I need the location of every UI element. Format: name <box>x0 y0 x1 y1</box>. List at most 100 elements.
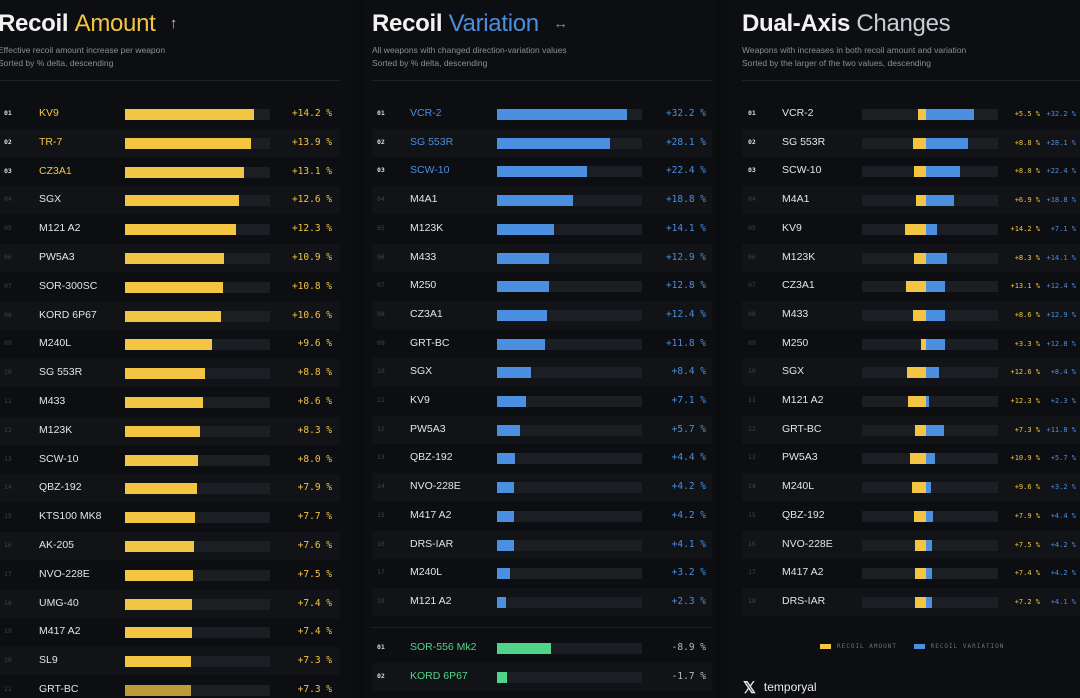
bar-variation <box>926 223 937 235</box>
bar-variation <box>926 195 955 207</box>
table-row: 03 CZ3A1 +13.1 % <box>0 158 340 186</box>
bar-variation <box>926 482 931 494</box>
bar-variation <box>926 539 933 551</box>
bar-track <box>497 539 642 551</box>
row-rank: 16 <box>748 539 756 548</box>
recoil-amount-panel: Recoil Amount ↑ Effective recoil amount … <box>0 0 352 698</box>
row-rank: 14 <box>377 482 385 491</box>
row-rank: 10 <box>377 367 385 376</box>
bar-track <box>862 195 998 207</box>
bar <box>125 195 240 207</box>
weapon-name: M4A1 <box>782 193 810 206</box>
table-row: 07 CZ3A1 +13.1 % +12.4 % <box>742 272 1080 300</box>
bar-variation <box>926 281 945 293</box>
bar-amount <box>915 596 926 608</box>
weapon-name: CZ3A1 <box>39 164 72 177</box>
bar-track <box>497 596 642 608</box>
table-row: 18 M121 A2 +2.3 % <box>372 587 712 616</box>
row-rank: 04 <box>748 195 756 204</box>
subtitle-line-1: All weapons with changed direction-varia… <box>372 45 567 55</box>
table-row: 02 SG 553R +8.8 % +28.1 % <box>742 128 1080 157</box>
row-rank: 17 <box>4 569 12 578</box>
weapon-name: KV9 <box>39 107 59 119</box>
bar <box>125 569 193 581</box>
value-label-amount: +9.6 % <box>1014 483 1040 492</box>
row-rank: 07 <box>4 281 12 290</box>
bar-track <box>497 223 642 235</box>
bar-track <box>497 109 642 120</box>
bar-track <box>862 281 998 293</box>
row-rank: 07 <box>748 281 756 290</box>
row-rank: 08 <box>748 309 756 318</box>
value-label-amount: +7.9 % <box>1014 511 1040 520</box>
weapon-name: SG 553R <box>410 135 454 148</box>
value-label: +13.1 % <box>291 165 332 177</box>
value-label: +7.6 % <box>297 540 332 551</box>
value-label-variation: +12.8 % <box>1046 339 1076 348</box>
bar-track <box>125 310 270 322</box>
bar <box>125 137 251 149</box>
weapon-name: GRT-BC <box>410 336 450 349</box>
weapon-name: SG 553R <box>782 135 826 148</box>
value-label: +12.6 % <box>291 194 332 206</box>
bar-track <box>125 454 270 466</box>
table-row: 13 SCW-10 +8.0 % <box>0 446 340 474</box>
weapon-name: GRT-BC <box>782 422 822 435</box>
value-label: +7.3 % <box>297 655 332 667</box>
table-row: 14 QBZ-192 +7.9 % <box>0 474 340 503</box>
weapon-name: M121 A2 <box>39 222 81 235</box>
value-label: -1.7 % <box>671 671 706 682</box>
bar-track <box>862 166 998 178</box>
value-label: +8.4 % <box>671 366 706 378</box>
bar-amount <box>921 338 926 350</box>
value-label-amount: +7.4 % <box>1014 569 1040 578</box>
value-label: +11.8 % <box>665 337 706 349</box>
bar <box>497 252 549 264</box>
bar-amount <box>914 539 926 551</box>
bar-track <box>497 643 642 654</box>
row-rank: 17 <box>748 568 756 577</box>
row-rank: 13 <box>748 453 756 462</box>
table-row: 04 M4A1 +18.8 % <box>372 186 712 215</box>
bar <box>125 627 193 639</box>
weapon-name: VCR-2 <box>782 107 814 119</box>
table-row: 03 SCW-10 +8.0 % +22.4 % <box>742 157 1080 185</box>
table-row: 06 PW5A3 +10.9 % <box>0 244 340 272</box>
bar <box>125 224 237 236</box>
bar-track <box>125 109 270 120</box>
bar-track <box>497 281 642 293</box>
dual-axis-panel: Dual-Axis Changes Weapons with increases… <box>728 0 1080 698</box>
weapon-name: KORD 6P67 <box>410 670 468 682</box>
value-label: +7.4 % <box>297 597 332 609</box>
bar-track <box>497 137 642 149</box>
bar-track <box>125 598 270 610</box>
row-rank: 21 <box>4 685 12 693</box>
value-label: +28.1 % <box>665 136 706 148</box>
table-row: 11 M121 A2 +12.3 % +2.3 % <box>742 387 1080 415</box>
value-label-variation: +18.8 % <box>1046 196 1076 205</box>
value-label-variation: +4.2 % <box>1050 569 1076 578</box>
value-label-variation: +7.1 % <box>1050 224 1076 233</box>
bar-amount <box>907 367 926 379</box>
row-rank: 02 <box>748 137 756 146</box>
row-rank: 09 <box>4 339 12 348</box>
bar-variation <box>926 596 933 608</box>
value-label-variation: +28.1 % <box>1046 138 1076 147</box>
bar <box>125 281 223 293</box>
weapon-name: M417 A2 <box>782 566 824 579</box>
bar-track <box>125 195 270 207</box>
bar-track <box>497 568 642 580</box>
weapon-name: PW5A3 <box>782 451 818 464</box>
table-row: 21 GRT-BC +7.3 % <box>0 676 340 698</box>
row-rank: 18 <box>748 596 756 605</box>
row-rank: 08 <box>377 309 385 318</box>
weapon-name: M433 <box>410 250 437 263</box>
table-row: 15 KTS100 MK8 +7.7 % <box>0 503 340 531</box>
value-label-variation: +8.4 % <box>1050 368 1076 377</box>
value-label: +8.3 % <box>297 424 332 436</box>
divider <box>372 80 712 81</box>
table-row: 04 M4A1 +6.9 % +18.8 % <box>742 186 1080 215</box>
value-label: +10.6 % <box>291 309 332 321</box>
bar <box>125 541 194 552</box>
bar-track <box>125 685 270 696</box>
